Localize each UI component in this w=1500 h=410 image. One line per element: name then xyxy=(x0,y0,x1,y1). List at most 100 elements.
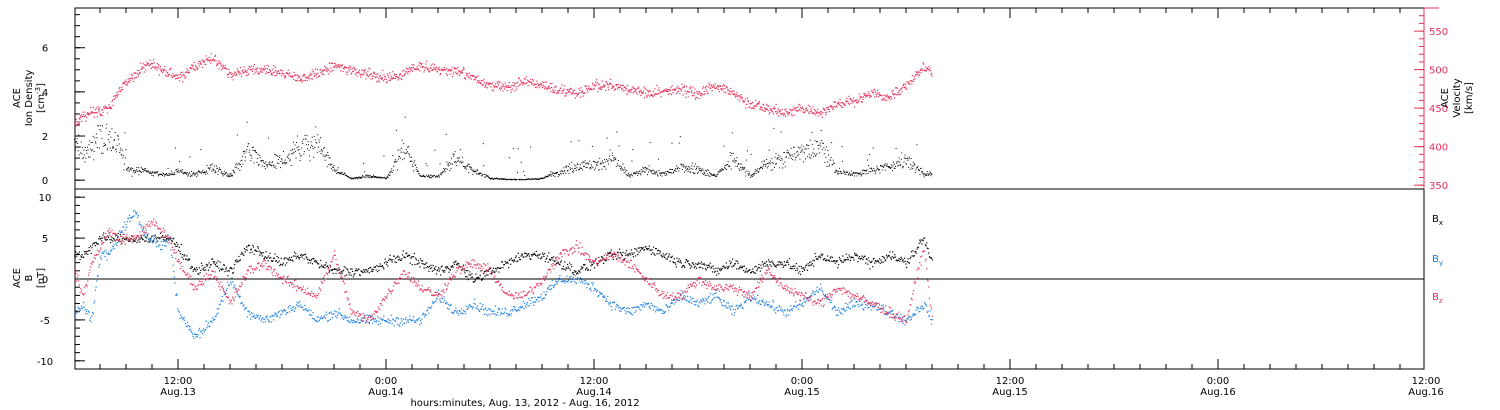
density-point xyxy=(312,148,314,150)
velocity-point xyxy=(740,95,742,97)
velocity-point xyxy=(704,93,706,95)
density-point xyxy=(897,160,899,162)
density-point xyxy=(447,164,449,166)
velocity-point xyxy=(497,82,499,84)
velocity-point xyxy=(323,69,325,71)
density-point xyxy=(378,176,380,178)
density-point xyxy=(690,172,692,174)
by-point xyxy=(188,329,190,331)
velocity-point xyxy=(392,70,394,73)
velocity-point xyxy=(246,71,248,74)
velocity-point xyxy=(880,94,882,97)
density-point xyxy=(615,158,617,160)
bx-point xyxy=(613,253,615,255)
velocity-point xyxy=(568,91,570,93)
density-point xyxy=(853,172,855,174)
velocity-point xyxy=(514,82,517,85)
bx-point xyxy=(599,259,601,262)
velocity-point xyxy=(371,75,373,77)
bx-point xyxy=(931,259,933,261)
velocity-point xyxy=(579,96,582,98)
density-point xyxy=(354,177,356,179)
bx-point xyxy=(250,248,252,250)
velocity-point xyxy=(682,94,684,96)
velocity-point xyxy=(750,103,752,105)
density-point xyxy=(850,170,852,172)
velocity-point xyxy=(495,85,497,88)
density-point xyxy=(223,173,225,175)
bx-point xyxy=(119,233,121,236)
density-point xyxy=(811,143,813,145)
density-point xyxy=(842,160,844,162)
density-point xyxy=(663,172,665,174)
by-point xyxy=(241,302,243,304)
by-point xyxy=(286,311,288,314)
density-point xyxy=(161,174,163,176)
velocity-point xyxy=(667,88,669,91)
velocity-point xyxy=(582,95,584,97)
density-point xyxy=(826,165,828,167)
density-point xyxy=(418,173,420,175)
bx-point xyxy=(107,236,110,239)
density-point xyxy=(486,176,488,178)
density-point xyxy=(233,170,235,172)
velocity-point xyxy=(523,78,525,80)
bx-point xyxy=(302,254,304,256)
velocity-point xyxy=(192,64,194,66)
velocity-point xyxy=(549,83,551,85)
velocity-point xyxy=(260,70,262,72)
density-point xyxy=(160,173,162,175)
density-point xyxy=(887,166,889,168)
velocity-point xyxy=(328,62,330,65)
bx-point xyxy=(551,257,553,259)
velocity-point xyxy=(150,68,152,70)
by-point xyxy=(182,317,185,320)
density-point xyxy=(758,168,760,170)
density-point xyxy=(109,131,111,133)
velocity-point xyxy=(100,114,102,117)
velocity-point xyxy=(914,78,916,80)
by-point xyxy=(186,325,188,328)
density-point xyxy=(336,169,338,171)
velocity-point xyxy=(862,96,865,98)
density-point xyxy=(881,169,883,171)
bx-point xyxy=(505,262,507,264)
velocity-point xyxy=(114,98,116,100)
velocity-point xyxy=(412,70,414,72)
density-point xyxy=(494,178,496,180)
density-point xyxy=(315,142,317,144)
density-point xyxy=(321,149,322,151)
density-point xyxy=(288,158,290,160)
velocity-point xyxy=(219,62,221,64)
velocity-point xyxy=(194,69,196,71)
density-point xyxy=(809,139,811,141)
density-point xyxy=(482,173,484,175)
bx-point xyxy=(392,259,394,261)
bx-point xyxy=(98,238,100,240)
density-point xyxy=(196,172,198,174)
density-point xyxy=(693,173,695,175)
velocity-point xyxy=(408,66,411,68)
density-point xyxy=(443,168,445,170)
velocity-point xyxy=(248,65,250,67)
velocity-point xyxy=(728,89,730,91)
velocity-point xyxy=(709,87,712,90)
velocity-point xyxy=(169,68,171,70)
velocity-point xyxy=(334,65,336,67)
by-point xyxy=(236,290,239,293)
bx-point xyxy=(901,258,903,260)
density-point xyxy=(126,168,127,170)
bx-point xyxy=(204,266,206,268)
velocity-point xyxy=(666,89,668,91)
density-point xyxy=(590,164,592,166)
velocity-point xyxy=(685,96,687,98)
velocity-point xyxy=(508,81,510,84)
density-point xyxy=(259,157,261,159)
by-point xyxy=(234,288,237,290)
bx-point xyxy=(141,237,143,239)
velocity-point xyxy=(904,83,907,85)
density-point xyxy=(863,169,865,171)
bx-point xyxy=(713,271,716,273)
velocity-point xyxy=(485,83,488,85)
